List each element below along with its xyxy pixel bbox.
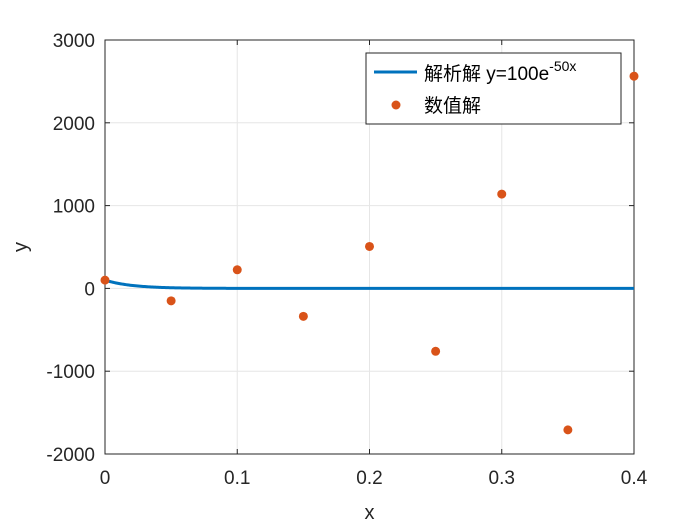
axis-ticks: 0 0.1 0.2 0.3 0.4 -2000 -1000 0 1000 2000 3000 bbox=[46, 31, 647, 489]
series-layer bbox=[100, 71, 639, 435]
y-tick-label: 1000 bbox=[53, 197, 95, 218]
x-tick-label: 0.3 bbox=[489, 468, 515, 489]
y-tick-label: 3000 bbox=[53, 31, 95, 52]
x-tick-label: 0.1 bbox=[224, 468, 250, 489]
numeric-solution-point bbox=[431, 346, 441, 356]
legend-label-analytic-superscript: -50x bbox=[549, 58, 576, 74]
numeric-solution-point bbox=[166, 296, 176, 306]
y-tick-label: 0 bbox=[84, 279, 95, 300]
y-tick-label: -2000 bbox=[46, 445, 95, 466]
numeric-solution-point bbox=[298, 311, 308, 321]
y-axis-label: y bbox=[10, 242, 32, 252]
legend: 解析解 y=100e-50x 数值解 bbox=[365, 52, 622, 125]
legend-marker-swatch bbox=[391, 100, 401, 110]
y-tick-label: 2000 bbox=[53, 114, 95, 135]
legend-label-numeric: 数值解 bbox=[424, 95, 481, 117]
y-tick-label: -1000 bbox=[46, 362, 95, 383]
numeric-solution-point bbox=[563, 425, 573, 435]
legend-label-analytic-text: 解析解 y=100e bbox=[424, 63, 549, 85]
numeric-solution-point bbox=[100, 275, 110, 285]
x-tick-label: 0.4 bbox=[621, 468, 648, 489]
numeric-solution-point bbox=[497, 189, 507, 199]
legend-box bbox=[365, 52, 622, 125]
numeric-solution-point bbox=[629, 71, 639, 81]
x-tick-label: 0 bbox=[100, 468, 111, 489]
numeric-solution-point bbox=[232, 265, 242, 275]
legend-label-analytic: 解析解 y=100e-50x bbox=[424, 58, 576, 85]
numeric-solution-point bbox=[365, 241, 374, 251]
x-tick-label: 0.2 bbox=[356, 468, 382, 489]
x-axis-label: x bbox=[365, 502, 375, 524]
analytic-solution-line bbox=[104, 278, 634, 290]
